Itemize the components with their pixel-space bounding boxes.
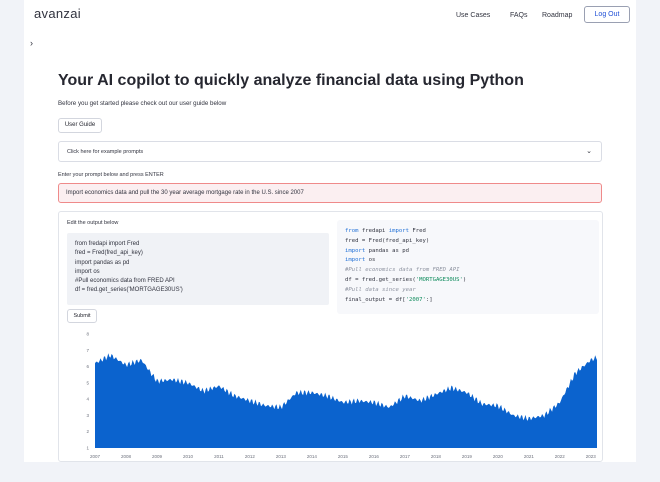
- mortgage-rate-area: [95, 352, 597, 448]
- code-token: from: [345, 228, 359, 234]
- x-tick-label: 2007: [90, 454, 101, 459]
- y-tick-label: 8: [86, 332, 89, 337]
- code-line: import pandas as pd: [75, 259, 130, 266]
- code-token: fred = Fred(fred_api_key): [345, 237, 430, 244]
- code-token: os: [365, 257, 376, 264]
- nav-roadmap-link[interactable]: Roadmap: [542, 12, 573, 19]
- y-tick-label: 3: [86, 413, 89, 418]
- highlighted-code-line: import pandas as pd: [345, 247, 591, 257]
- x-tick-label: 2017: [400, 454, 411, 459]
- user-guide-button[interactable]: User Guide: [58, 118, 102, 133]
- code-token: Fred: [409, 228, 426, 234]
- page-title: Your AI copilot to quickly analyze finan…: [58, 72, 524, 89]
- highlighted-code-line: #Pull data since year: [345, 286, 591, 296]
- nav-use-cases-link[interactable]: Use Cases: [456, 12, 491, 19]
- app-page: avanzai Use Cases FAQs Roadmap Log Out ›…: [24, 0, 636, 462]
- code-line: from fredapi import Fred: [75, 241, 140, 247]
- code-token: 'MORTGAGE30US': [415, 276, 463, 283]
- code-token: #Pull economics data from FRED API: [345, 267, 460, 274]
- editable-code-area[interactable]: from fredapi import Fred fred = Fred(fred…: [67, 233, 329, 305]
- generated-code-block: from fredapi import Fred fred = Fred(fred…: [337, 220, 599, 314]
- highlighted-code-line: #Pull economics data from FRED API: [345, 266, 591, 276]
- code-line: #Pull economics data from FRED API: [75, 278, 175, 285]
- code-token: import: [388, 228, 410, 234]
- code-token: import: [345, 247, 366, 254]
- code-token: pandas as pd: [365, 247, 409, 254]
- code-token: final_output = df[: [345, 296, 406, 303]
- x-tick-label: 2023: [586, 454, 597, 459]
- top-navigation: avanzai Use Cases FAQs Roadmap Log Out: [24, 0, 636, 36]
- x-tick-label: 2012: [245, 454, 256, 459]
- code-token: :]: [425, 296, 433, 303]
- highlighted-code-line: from fredapi import Fred: [345, 227, 591, 237]
- code-token: '2007': [405, 296, 426, 303]
- code-line: import os: [75, 268, 100, 275]
- edit-output-label: Edit the output below: [67, 220, 119, 226]
- y-tick-label: 7: [86, 348, 89, 353]
- x-tick-label: 2010: [183, 454, 194, 459]
- x-tick-label: 2011: [214, 454, 224, 459]
- logout-button[interactable]: Log Out: [584, 6, 630, 23]
- prompt-input[interactable]: Import economics data and pull the 30 ye…: [58, 183, 602, 203]
- x-tick-label: 2014: [307, 454, 318, 459]
- code-line: df = fred.get_series('MORTGAGE30US'): [75, 287, 183, 294]
- mortgage-rate-chart: 1 2 3 4 5 6 7 8 2007 2008 2009 2010 2011 2012 2013 2014…: [59, 328, 604, 463]
- x-tick-label: 2009: [152, 454, 163, 459]
- x-tick-label: 2013: [276, 454, 287, 459]
- x-tick-label: 2021: [524, 454, 535, 459]
- chevron-right-icon[interactable]: ›: [30, 38, 33, 48]
- code-token: df = fred.get_series(: [345, 276, 416, 283]
- output-panel: Edit the output below from fredapi impor…: [58, 211, 603, 462]
- x-tick-label: 2018: [431, 454, 442, 459]
- prompt-label: Enter your prompt below and press ENTER: [58, 172, 164, 178]
- code-line: fred = Fred(fred_api_key): [75, 250, 143, 257]
- area-chart-svg: 1 2 3 4 5 6 7 8 2007 2008 2009 2010 2011 2012 2013 2014…: [86, 332, 597, 459]
- code-token: fredapi: [358, 228, 389, 234]
- y-tick-label: 2: [86, 429, 89, 434]
- nav-faqs-link[interactable]: FAQs: [510, 12, 528, 19]
- y-tick-label: 6: [86, 364, 89, 369]
- x-tick-label: 2020: [493, 454, 504, 459]
- highlighted-code-line: import os: [345, 256, 591, 266]
- x-tick-label: 2022: [555, 454, 566, 459]
- submit-button[interactable]: Submit: [67, 309, 97, 323]
- brand-logo[interactable]: avanzai: [34, 6, 81, 21]
- intro-text: Before you get started please check out …: [58, 100, 227, 107]
- y-tick-label: 1: [86, 446, 89, 451]
- chevron-down-icon: ⌄: [586, 148, 592, 155]
- x-tick-label: 2008: [121, 454, 132, 459]
- x-tick-label: 2019: [462, 454, 473, 459]
- y-tick-label: 5: [86, 380, 89, 385]
- x-tick-label: 2016: [369, 454, 380, 459]
- code-token: ): [462, 276, 467, 283]
- highlighted-code-line: fred = Fred(fred_api_key): [345, 237, 591, 247]
- highlighted-code-line: df = fred.get_series('MORTGAGE30US'): [345, 276, 591, 286]
- code-token: #Pull data since year: [345, 286, 416, 293]
- expander-label: Click here for example prompts: [67, 149, 144, 155]
- y-tick-label: 4: [86, 397, 89, 402]
- x-tick-label: 2015: [338, 454, 349, 459]
- highlighted-code-line: final_output = df['2007':]: [345, 296, 591, 306]
- example-prompts-expander[interactable]: Click here for example prompts ⌄: [58, 141, 602, 162]
- code-token: import: [345, 257, 366, 264]
